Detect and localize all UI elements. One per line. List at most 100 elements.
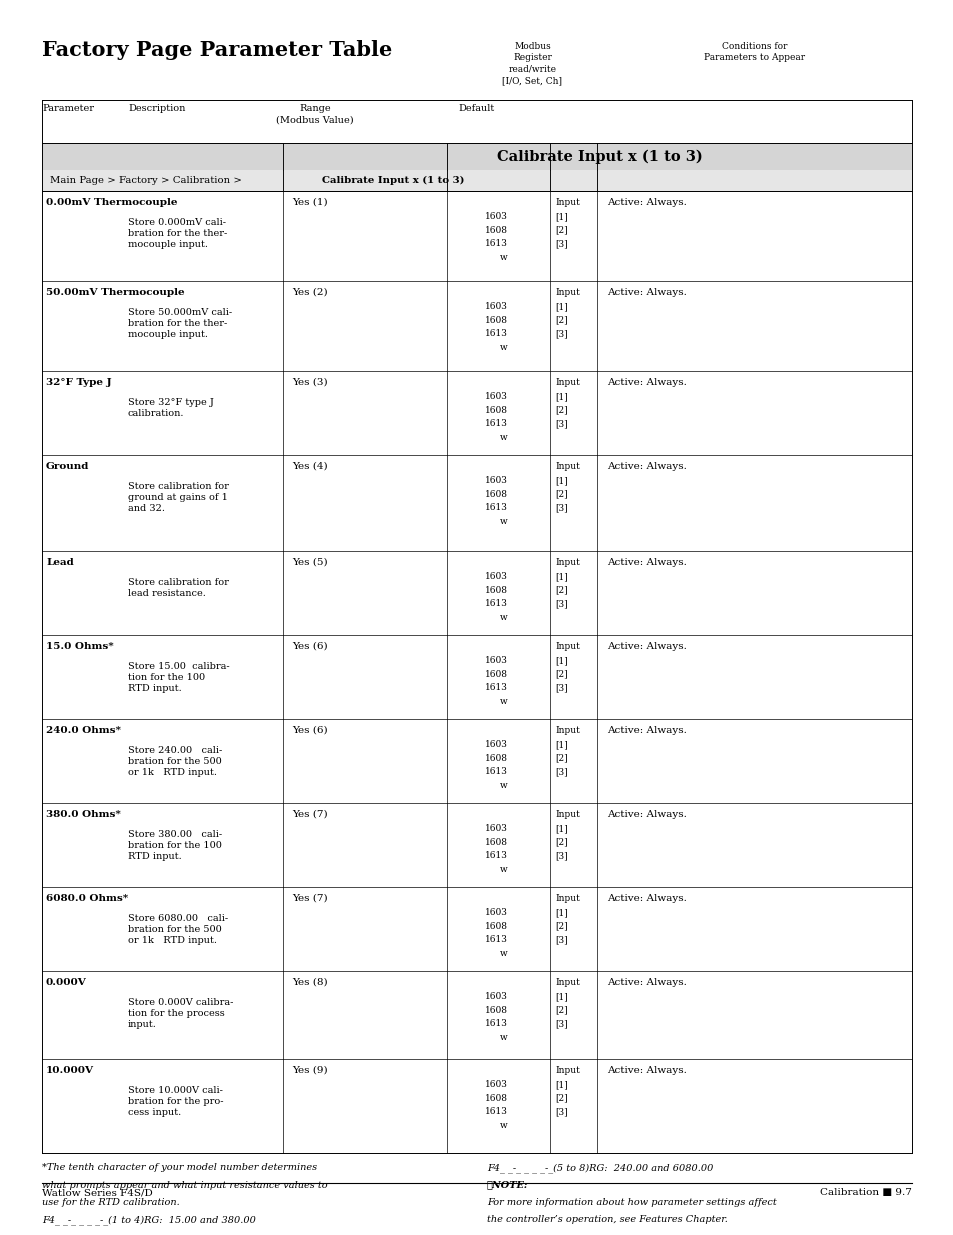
Text: 32°F Type J: 32°F Type J [46,378,112,387]
Text: Factory Page Parameter Table: Factory Page Parameter Table [42,40,392,61]
Text: ✓NOTE:: ✓NOTE: [486,1181,528,1189]
Text: Input: Input [555,1066,579,1074]
Text: 1613: 1613 [485,420,507,429]
Text: w: w [499,253,507,262]
Text: [3]: [3] [555,599,567,609]
Text: Ground: Ground [46,462,90,471]
Text: 1608: 1608 [484,489,507,499]
Text: Active: Always.: Active: Always. [606,378,686,387]
Bar [42,170,911,191]
Text: [1]: [1] [555,391,567,401]
Text: 15.0 Ohms*: 15.0 Ohms* [46,642,113,651]
Text: [2]: [2] [555,226,567,235]
Text: Parameter: Parameter [42,104,94,112]
Text: [3]: [3] [555,851,567,861]
Text: 1613: 1613 [485,330,507,338]
Text: Main Page > Factory > Calibration >: Main Page > Factory > Calibration > [50,177,245,185]
Text: 10.000V: 10.000V [46,1066,94,1074]
Text: w: w [499,1034,507,1042]
Text: 1603: 1603 [485,908,507,916]
Text: [1]: [1] [555,572,567,580]
Text: [1]: [1] [555,908,567,916]
Text: Yes (5): Yes (5) [292,558,327,567]
Text: the controller’s operation, see Features Chapter.: the controller’s operation, see Features… [486,1215,727,1224]
Text: [1]: [1] [555,1079,567,1089]
Text: Active: Always.: Active: Always. [606,198,686,207]
Text: 1608: 1608 [484,837,507,847]
Text: 1613: 1613 [485,851,507,861]
Text: Calibrate Input x (1 to 3): Calibrate Input x (1 to 3) [497,149,702,164]
Text: Yes (7): Yes (7) [292,810,327,819]
Text: Active: Always.: Active: Always. [606,894,686,903]
Text: Lead: Lead [46,558,73,567]
Text: [2]: [2] [555,837,567,847]
Text: [3]: [3] [555,1019,567,1029]
Text: Input: Input [555,726,579,735]
Text: Active: Always.: Active: Always. [606,726,686,735]
Text: 50.00mV Thermocouple: 50.00mV Thermocouple [46,288,185,296]
Text: 1608: 1608 [484,1005,507,1015]
Text: w: w [499,517,507,526]
Text: w: w [499,866,507,874]
Text: Description: Description [128,104,185,112]
Text: w: w [499,1121,507,1130]
Text: Input: Input [555,288,579,296]
Text: [3]: [3] [555,504,567,513]
Text: 1603: 1603 [485,301,507,311]
Text: 1603: 1603 [485,1079,507,1089]
Text: [1]: [1] [555,740,567,748]
Text: F4_ _-_ _ _ _-_(1 to 4)RG:  15.00 and 380.00: F4_ _-_ _ _ _-_(1 to 4)RG: 15.00 and 380… [42,1215,255,1225]
Text: [3]: [3] [555,330,567,338]
Text: w: w [499,614,507,622]
Text: 1603: 1603 [485,211,507,221]
Text: Yes (3): Yes (3) [292,378,327,387]
Text: Active: Always.: Active: Always. [606,462,686,471]
Text: Conditions for
Parameters to Appear: Conditions for Parameters to Appear [703,42,804,63]
Text: [2]: [2] [555,669,567,678]
Text: Range
(Modbus Value): Range (Modbus Value) [276,104,354,124]
Text: Yes (8): Yes (8) [292,978,327,987]
Text: Store calibration for
ground at gains of 1
and 32.: Store calibration for ground at gains of… [128,482,229,514]
Text: [1]: [1] [555,824,567,832]
Text: [3]: [3] [555,1108,567,1116]
Text: [1]: [1] [555,211,567,221]
Text: [2]: [2] [555,1005,567,1015]
Text: Active: Always.: Active: Always. [606,642,686,651]
Text: [3]: [3] [555,683,567,693]
Text: Modbus
Register
read/write
[I/O, Set, Ch]: Modbus Register read/write [I/O, Set, Ch… [502,42,562,85]
Text: w: w [499,343,507,352]
Text: Yes (2): Yes (2) [292,288,327,296]
Text: 240.0 Ohms*: 240.0 Ohms* [46,726,121,735]
Text: 1613: 1613 [485,240,507,248]
Text: [1]: [1] [555,656,567,664]
Text: 1613: 1613 [485,683,507,693]
Text: 1613: 1613 [485,1019,507,1029]
Text: Store 0.000V calibra-
tion for the process
input.: Store 0.000V calibra- tion for the proce… [128,998,233,1029]
Text: 1603: 1603 [485,992,507,1000]
Text: [3]: [3] [555,935,567,945]
Text: [2]: [2] [555,753,567,762]
Text: Store 6080.00   cali-
bration for the 500
or 1k   RTD input.: Store 6080.00 cali- bration for the 500 … [128,914,228,945]
Text: Active: Always.: Active: Always. [606,1066,686,1074]
Text: 1608: 1608 [484,405,507,415]
Text: 0.000V: 0.000V [46,978,87,987]
Text: [2]: [2] [555,585,567,594]
Text: 1613: 1613 [485,1108,507,1116]
Text: Input: Input [555,198,579,207]
Text: 1603: 1603 [485,572,507,580]
Text: 1608: 1608 [484,921,507,931]
Text: 1608: 1608 [484,316,507,325]
Text: 1613: 1613 [485,504,507,513]
Text: w: w [499,698,507,706]
Text: 6080.0 Ohms*: 6080.0 Ohms* [46,894,128,903]
Text: Store calibration for
lead resistance.: Store calibration for lead resistance. [128,578,229,598]
Text: Active: Always.: Active: Always. [606,288,686,296]
Text: Input: Input [555,558,579,567]
Text: [3]: [3] [555,420,567,429]
Text: [2]: [2] [555,921,567,931]
Text: 1613: 1613 [485,599,507,609]
Text: w: w [499,950,507,958]
Text: Yes (7): Yes (7) [292,894,327,903]
Text: Store 15.00  calibra-
tion for the 100
RTD input.: Store 15.00 calibra- tion for the 100 RT… [128,662,230,693]
Text: 1613: 1613 [485,767,507,777]
